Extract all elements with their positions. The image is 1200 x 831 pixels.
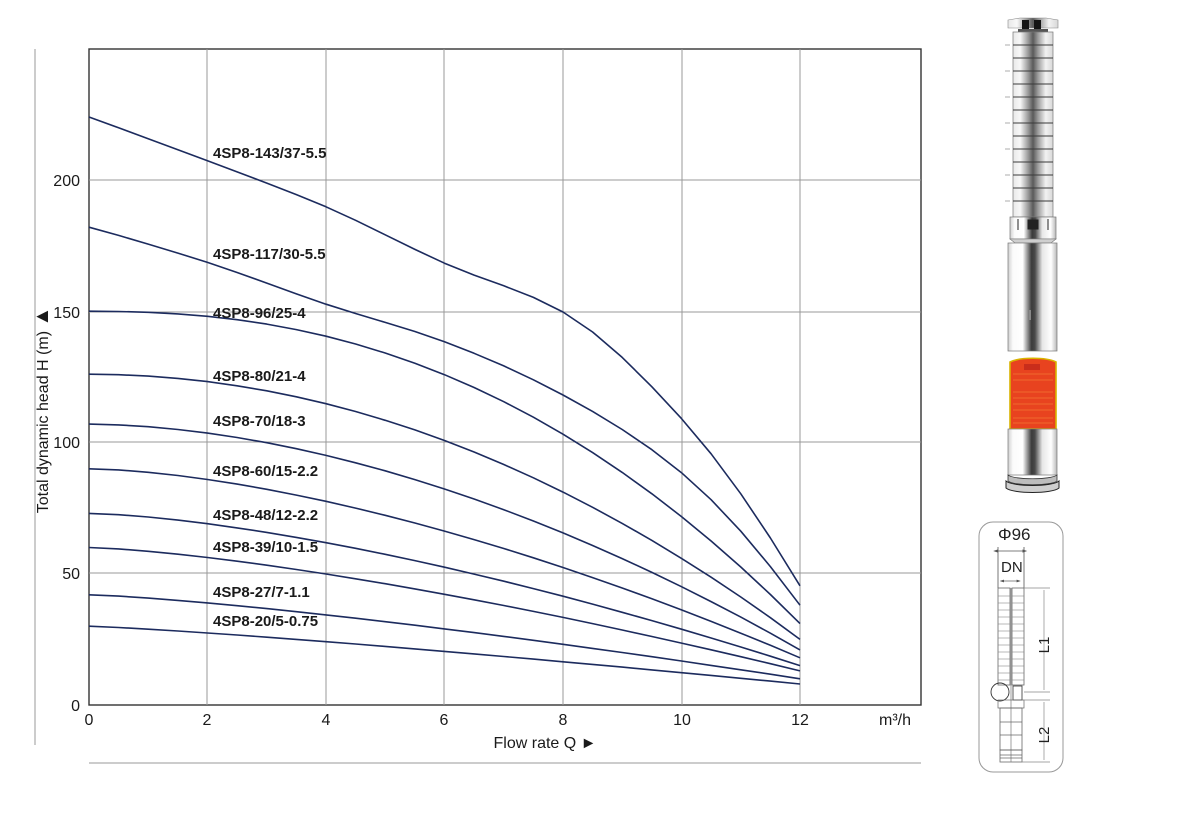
svg-text:4SP8-80/21-4: 4SP8-80/21-4 (213, 368, 306, 385)
svg-text:4SP8-20/5-0.75: 4SP8-20/5-0.75 (213, 613, 318, 630)
svg-text:4SP8-60/15-2.2: 4SP8-60/15-2.2 (213, 463, 318, 480)
svg-text:12: 12 (791, 712, 809, 729)
svg-text:4SP8-117/30-5.5: 4SP8-117/30-5.5 (213, 246, 326, 263)
svg-text:L2: L2 (1036, 727, 1053, 744)
svg-text:50: 50 (62, 566, 80, 583)
svg-text:2: 2 (203, 712, 212, 729)
svg-text:10: 10 (673, 712, 691, 729)
svg-text:4SP8-143/37-5.5: 4SP8-143/37-5.5 (213, 145, 326, 162)
svg-text:4SP8-27/7-1.1: 4SP8-27/7-1.1 (213, 584, 310, 601)
svg-text:0: 0 (71, 698, 80, 715)
svg-text:DN: DN (1001, 559, 1023, 576)
svg-text:150: 150 (53, 305, 80, 322)
svg-text:200: 200 (53, 173, 80, 190)
svg-text:Φ96: Φ96 (998, 525, 1030, 544)
svg-text:4SP8-48/12-2.2: 4SP8-48/12-2.2 (213, 507, 318, 524)
svg-text:100: 100 (53, 435, 80, 452)
svg-text:Flow rate Q ►: Flow rate Q ► (494, 735, 597, 752)
svg-text:6: 6 (440, 712, 449, 729)
svg-text:m³/h: m³/h (879, 712, 911, 729)
svg-text:4: 4 (322, 712, 331, 729)
svg-text:0: 0 (85, 712, 94, 729)
svg-text:4SP8-70/18-3: 4SP8-70/18-3 (213, 413, 306, 430)
svg-text:4SP8-39/10-1.5: 4SP8-39/10-1.5 (213, 539, 318, 556)
svg-text:L1: L1 (1036, 637, 1053, 654)
svg-text:Total dynamic head H (m) ▲: Total dynamic head H (m) ▲ (31, 307, 53, 514)
svg-text:8: 8 (559, 712, 568, 729)
svg-text:4SP8-96/25-4: 4SP8-96/25-4 (213, 305, 306, 322)
